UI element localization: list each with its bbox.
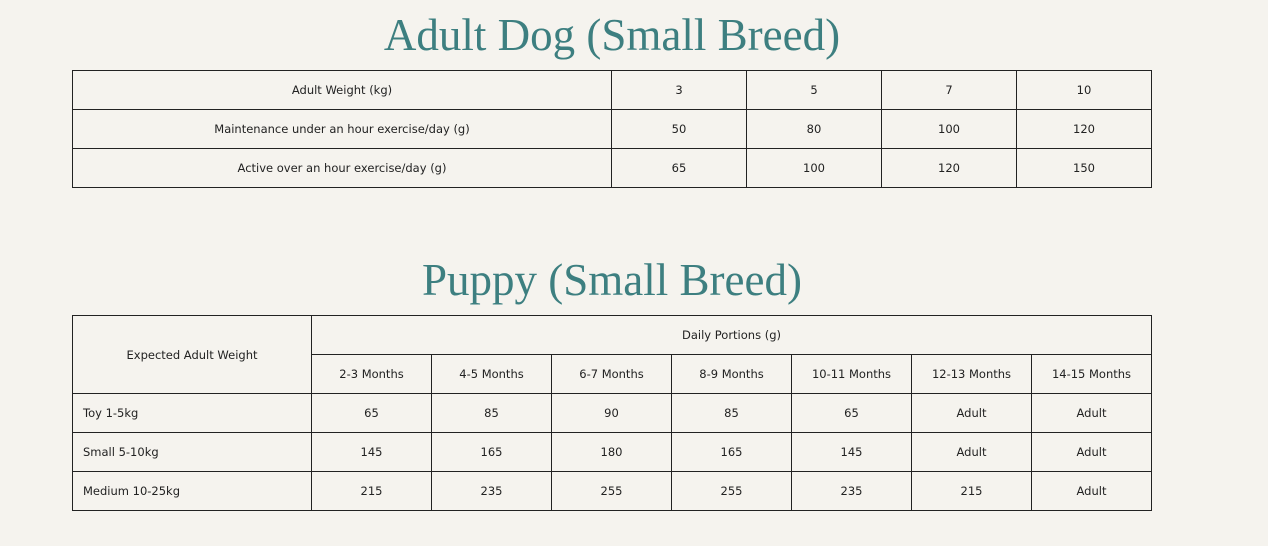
table-cell: 80: [746, 109, 882, 149]
table-cell: 165: [671, 432, 792, 472]
table-cell: 255: [671, 471, 792, 511]
row-header: Medium 10-25kg: [72, 471, 312, 511]
corner-header: Expected Adult Weight: [72, 315, 312, 394]
table-cell: Adult: [1031, 471, 1152, 511]
section-title: Puppy (Small Breed): [422, 255, 802, 305]
table-cell: 85: [431, 393, 552, 433]
table-cell: 5: [746, 70, 882, 110]
section-title: Adult Dog (Small Breed): [383, 10, 841, 60]
column-header: 8-9 Months: [671, 354, 792, 394]
table-cell: 145: [311, 432, 432, 472]
table-cell: 180: [551, 432, 672, 472]
table-row: Maintenance under an hour exercise/day (…: [72, 109, 1152, 149]
table-cell: 7: [881, 70, 1017, 110]
row-header: Adult Weight (kg): [72, 70, 612, 110]
table-cell: 235: [791, 471, 912, 511]
puppy-table: Expected Adult Weight Daily Portions (g) 2…: [72, 315, 1152, 511]
table-cell: Adult: [911, 432, 1032, 472]
table-cell: 215: [911, 471, 1032, 511]
table-cell: 235: [431, 471, 552, 511]
table-cell: 100: [881, 109, 1017, 149]
table-cell: 90: [551, 393, 672, 433]
table-cell: 120: [881, 148, 1017, 188]
table-cell: 100: [746, 148, 882, 188]
column-header: 4-5 Months: [431, 354, 552, 394]
table-cell: 150: [1016, 148, 1152, 188]
table-cell: 165: [431, 432, 552, 472]
column-header: 12-13 Months: [911, 354, 1032, 394]
column-header: 10-11 Months: [791, 354, 912, 394]
table-cell: 10: [1016, 70, 1152, 110]
table-row: Adult Weight (kg) 3 5 7 10: [72, 70, 1152, 110]
table-cell: Adult: [1031, 432, 1152, 472]
table-cell: 215: [311, 471, 432, 511]
table-cell: 65: [791, 393, 912, 433]
adult-table: Adult Weight (kg) 3 5 7 10 Maintenance under …: [72, 70, 1152, 188]
table-cell: 65: [611, 148, 747, 188]
header-row: 2-3 Months 4-5 Months 6-7 Months 8-9 Months…: [73, 354, 1152, 394]
table-row: Medium 10-25kg 215 235 255 255 235 215 Adult: [72, 471, 1152, 511]
table-cell: 145: [791, 432, 912, 472]
table-cell: 50: [611, 109, 747, 149]
table-row: Toy 1-5kg 65 85 90 85 65 Adult Adult: [72, 393, 1152, 433]
table-cell: 65: [311, 393, 432, 433]
row-header: Small 5-10kg: [72, 432, 312, 472]
row-header: Toy 1-5kg: [72, 393, 312, 433]
row-header: Active over an hour exercise/day (g): [72, 148, 612, 188]
column-header: 14-15 Months: [1031, 354, 1152, 394]
table-row: Small 5-10kg 145 165 180 165 145 Adult Adult: [72, 432, 1152, 472]
column-header: 6-7 Months: [551, 354, 672, 394]
row-header: Maintenance under an hour exercise/day (…: [72, 109, 612, 149]
header-row: Expected Adult Weight Daily Portions (g): [72, 315, 1152, 394]
table-cell: 120: [1016, 109, 1152, 149]
table-row: Active over an hour exercise/day (g) 65 10…: [72, 148, 1152, 188]
table-cell: Adult: [911, 393, 1032, 433]
table-cell: 3: [611, 70, 747, 110]
table-cell: Adult: [1031, 393, 1152, 433]
table-cell: 85: [671, 393, 792, 433]
column-header: 2-3 Months: [311, 354, 432, 394]
group-header: Daily Portions (g): [311, 315, 1152, 355]
table-cell: 255: [551, 471, 672, 511]
